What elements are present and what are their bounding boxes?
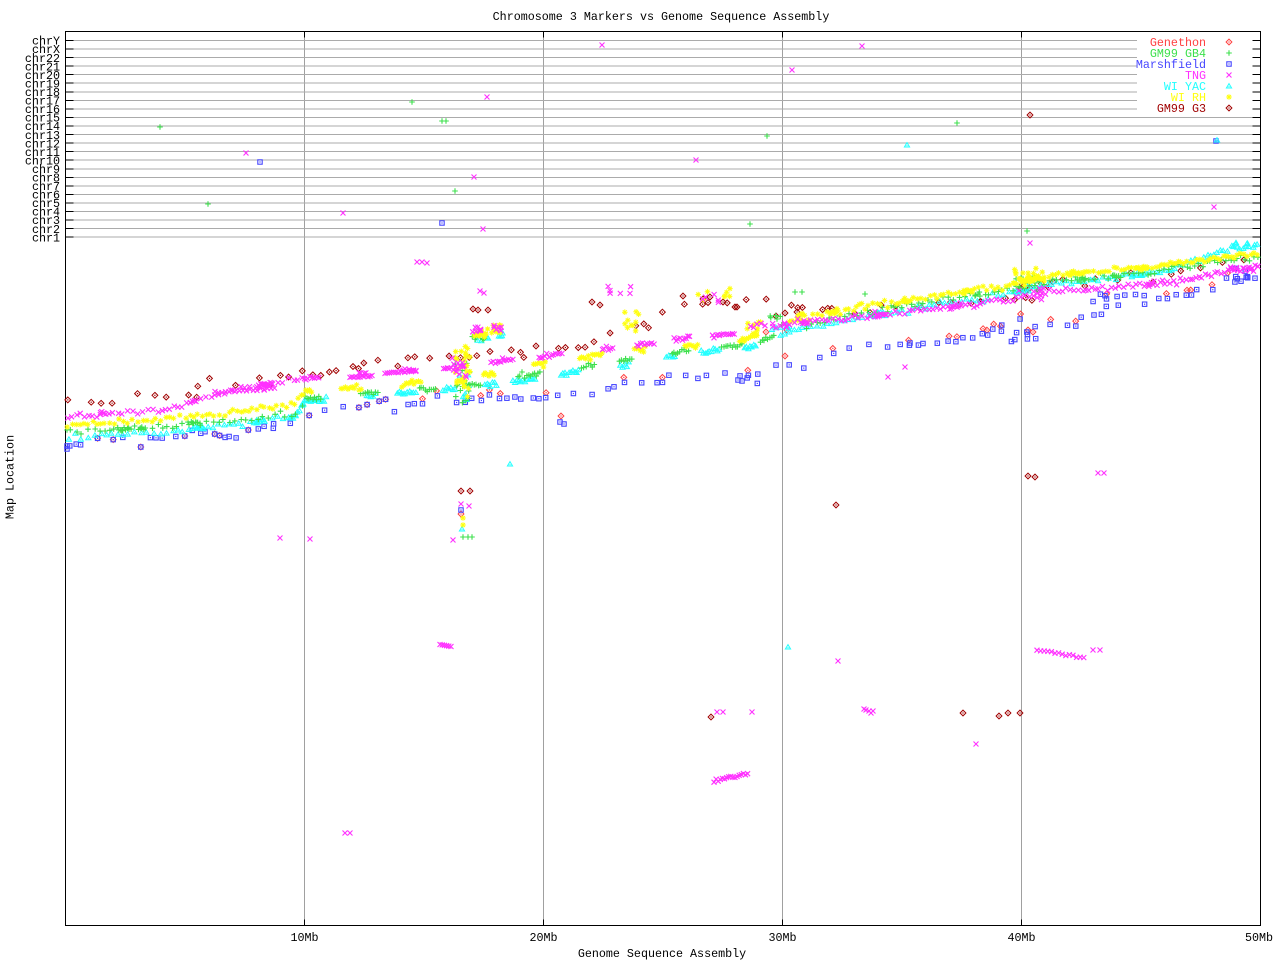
svg-text:chr22: chr22 <box>25 52 60 66</box>
svg-text:chr21: chr21 <box>25 60 60 74</box>
svg-text:chr7: chr7 <box>32 180 60 194</box>
svg-text:TNG: TNG <box>1185 69 1206 83</box>
svg-text:chr5: chr5 <box>32 197 60 211</box>
svg-text:20Mb: 20Mb <box>529 931 557 945</box>
svg-text:chr1: chr1 <box>32 231 60 245</box>
svg-text:Genome Sequence Assembly: Genome Sequence Assembly <box>578 947 746 960</box>
svg-text:chrY: chrY <box>32 35 60 49</box>
svg-text:chr20: chr20 <box>25 69 60 83</box>
svg-text:10Mb: 10Mb <box>290 931 318 945</box>
svg-text:chr10: chr10 <box>25 154 60 168</box>
svg-text:Marshfield: Marshfield <box>1136 58 1206 72</box>
svg-text:chr8: chr8 <box>32 172 60 186</box>
svg-text:50Mb: 50Mb <box>1245 931 1273 945</box>
svg-text:chr6: chr6 <box>32 189 60 203</box>
svg-text:Genethon: Genethon <box>1150 36 1206 50</box>
svg-text:chr18: chr18 <box>25 86 60 100</box>
svg-text:chr9: chr9 <box>32 163 60 177</box>
svg-text:WI RH: WI RH <box>1171 91 1206 105</box>
svg-text:Chromosome 3 Markers vs Genome: Chromosome 3 Markers vs Genome Sequence … <box>493 10 830 24</box>
svg-text:GM99 GB4: GM99 GB4 <box>1150 47 1206 61</box>
svg-text:chr11: chr11 <box>25 146 60 160</box>
svg-text:chr16: chr16 <box>25 103 60 117</box>
svg-text:chr4: chr4 <box>32 206 60 220</box>
svg-text:Map Location: Map Location <box>4 435 18 519</box>
svg-text:40Mb: 40Mb <box>1007 931 1035 945</box>
svg-text:WI YAC: WI YAC <box>1164 80 1206 94</box>
svg-text:chr12: chr12 <box>25 137 60 151</box>
svg-text:chr15: chr15 <box>25 112 60 126</box>
svg-text:chr3: chr3 <box>32 214 60 228</box>
svg-text:chr17: chr17 <box>25 95 60 109</box>
svg-text:chr14: chr14 <box>25 120 60 134</box>
svg-text:chr13: chr13 <box>25 129 60 143</box>
svg-text:GM99 G3: GM99 G3 <box>1157 102 1206 116</box>
svg-text:chr19: chr19 <box>25 78 60 92</box>
svg-text:chrX: chrX <box>32 43 60 57</box>
svg-text:chr2: chr2 <box>32 223 60 237</box>
svg-text:30Mb: 30Mb <box>768 931 796 945</box>
